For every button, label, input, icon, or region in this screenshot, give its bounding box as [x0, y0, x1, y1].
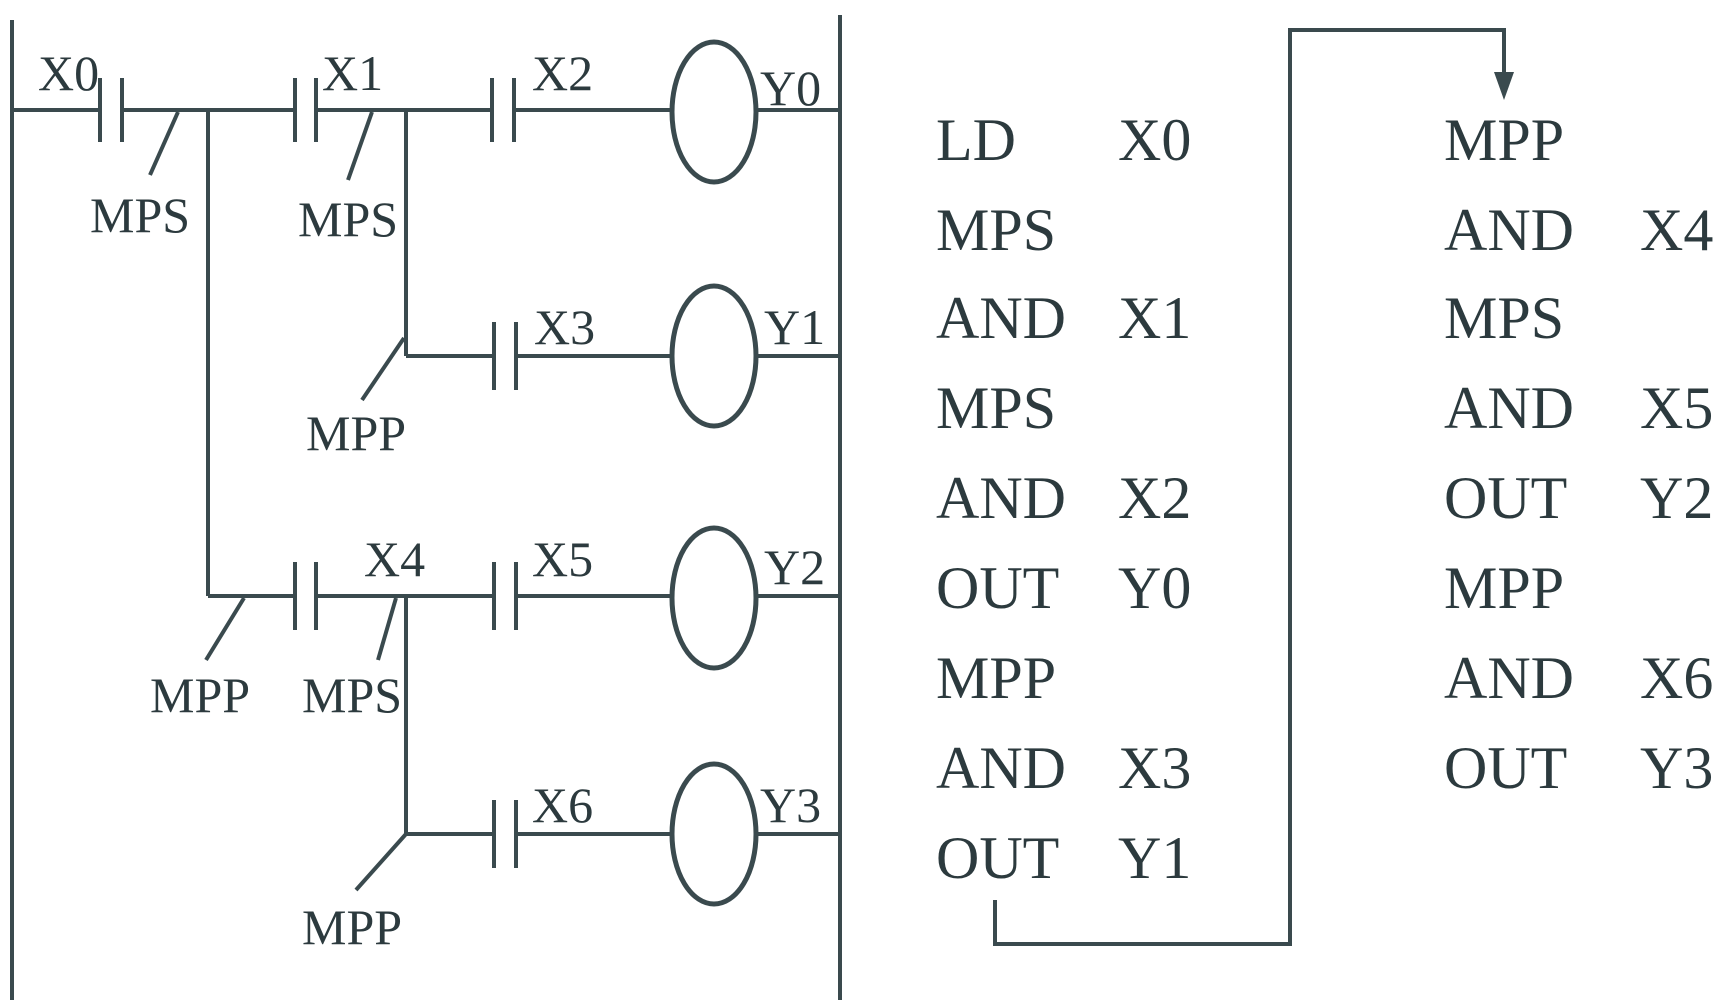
coil-label-y3: Y3 [760, 777, 821, 833]
stack-label-mps: MPS [298, 191, 398, 247]
instruction-arg: Y1 [1118, 825, 1191, 891]
instruction-op: OUT [936, 555, 1059, 621]
contact-label-x3: X3 [534, 299, 595, 355]
instruction-op: MPS [936, 197, 1056, 263]
instruction-arg: Y3 [1640, 735, 1713, 801]
contact-x6 [492, 800, 518, 868]
instruction-op: OUT [1444, 735, 1567, 801]
instruction-op: MPS [1444, 285, 1564, 351]
arrow-down-icon [1494, 72, 1514, 100]
instruction-arg: X4 [1640, 197, 1713, 263]
contact-x3 [492, 322, 518, 390]
leader-line [360, 336, 406, 402]
instruction-arg: X6 [1640, 645, 1713, 711]
instruction-arg: Y2 [1640, 465, 1713, 531]
instruction-list-right: MPP AND X4 MPS AND X5 OUT Y2 MPP AND X6 … [1444, 107, 1713, 801]
leader-line [204, 596, 246, 662]
instruction-op: AND [1444, 197, 1574, 263]
continuation-connector [993, 28, 1506, 946]
stack-label-mpp: MPP [150, 667, 250, 723]
instruction-op: LD [936, 107, 1016, 173]
contact-label-x5: X5 [532, 531, 593, 587]
coil-y2 [669, 525, 759, 671]
contact-x5 [492, 562, 518, 630]
coil-y0 [669, 39, 759, 185]
stack-label-mps: MPS [302, 667, 402, 723]
stack-label-mps: MPS [90, 187, 190, 243]
contact-x1 [293, 78, 318, 142]
instruction-op: MPS [936, 375, 1056, 441]
contact-label-x2: X2 [532, 45, 593, 101]
stack-label-mpp: MPP [306, 405, 406, 461]
coil-label-y1: Y1 [764, 299, 825, 355]
instruction-op: AND [1444, 645, 1574, 711]
contact-label-x4: X4 [364, 531, 425, 587]
instruction-arg: X2 [1118, 465, 1191, 531]
leader-line [376, 597, 398, 661]
contact-label-x6: X6 [532, 777, 593, 833]
instruction-op: MPP [1444, 107, 1564, 173]
instruction-op: AND [1444, 375, 1574, 441]
contact-x2 [490, 78, 516, 142]
contact-x0 [98, 78, 124, 142]
leader-line [354, 832, 408, 892]
coil-label-y2: Y2 [764, 539, 825, 595]
coil-y1 [669, 283, 759, 429]
instruction-arg: Y0 [1118, 555, 1191, 621]
instruction-arg: X5 [1640, 375, 1713, 441]
instruction-op: MPP [1444, 555, 1564, 621]
leader-line [148, 111, 180, 176]
instruction-op: MPP [936, 645, 1056, 711]
instruction-op: OUT [1444, 465, 1567, 531]
instruction-op: OUT [936, 825, 1059, 891]
contact-label-x1: X1 [322, 45, 383, 101]
instruction-op: AND [936, 735, 1066, 801]
leader-line [346, 111, 374, 181]
coil-y3 [669, 761, 759, 907]
instruction-arg: X1 [1118, 285, 1191, 351]
contact-x4 [293, 562, 318, 630]
instruction-list-left: LD X0 MPS AND X1 MPS AND X2 OUT Y0 MPP A… [936, 107, 1191, 891]
stack-label-mpp: MPP [302, 899, 402, 955]
coil-label-y0: Y0 [760, 60, 821, 116]
contact-label-x0: X0 [38, 45, 99, 101]
instruction-op: AND [936, 285, 1066, 351]
instruction-arg: X3 [1118, 735, 1191, 801]
instruction-arg: X0 [1118, 107, 1191, 173]
instruction-op: AND [936, 465, 1066, 531]
